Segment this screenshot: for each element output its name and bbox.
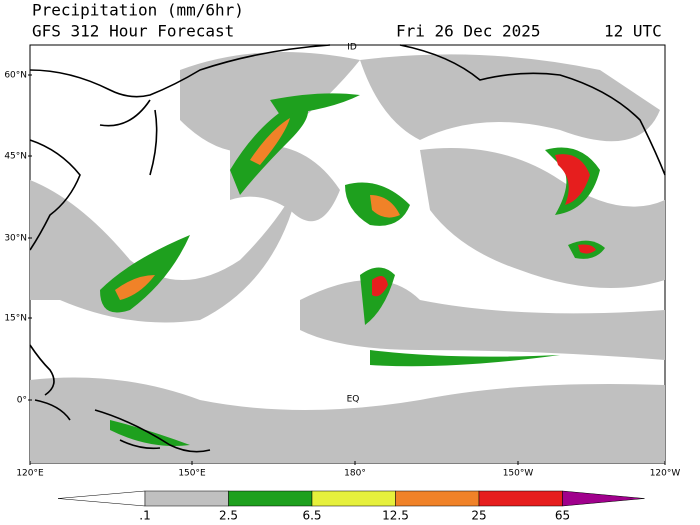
lon-label: 120°W: [650, 469, 681, 479]
light-precip: [30, 52, 665, 463]
colorbar-segment: [562, 490, 645, 507]
title: Precipitation (mm/6hr): [32, 1, 244, 20]
coastlines: [29, 44, 666, 453]
time: 12 UTC: [604, 22, 662, 41]
map-annotation: ID: [347, 43, 357, 53]
lon-label: 120°E: [16, 469, 44, 479]
lat-label: 15°N: [4, 314, 27, 324]
lon-label: 180°: [344, 469, 366, 479]
date: Fri 26 Dec 2025: [396, 22, 541, 41]
map-annotation: EQ: [347, 395, 360, 405]
colorbar-segment: [478, 490, 563, 507]
lon-label: 150°W: [503, 469, 534, 479]
colorbar-label: 12.5: [382, 509, 409, 523]
colorbar-segment: [144, 490, 229, 507]
colorbar-label: .1: [139, 509, 150, 523]
colorbar-segment: [395, 490, 480, 507]
colorbar-segment: [228, 490, 313, 507]
map: [29, 44, 666, 464]
colorbar-label: 2.5: [219, 509, 238, 523]
subtitle: GFS 312 Hour Forecast: [32, 22, 234, 41]
heavy-precip: [100, 93, 605, 446]
lon-label: 150°E: [178, 469, 206, 479]
lat-label: 45°N: [4, 152, 27, 162]
colorbar-segment: [311, 490, 396, 507]
lat-label: 60°N: [4, 71, 27, 81]
lat-label: 30°N: [4, 234, 27, 244]
lat-label: 0°: [17, 396, 27, 406]
colorbar-label: 25: [471, 509, 486, 523]
colorbar-label: 6.5: [302, 509, 321, 523]
colorbar-label: 65: [555, 509, 570, 523]
colorbar-segment: [57, 490, 146, 507]
